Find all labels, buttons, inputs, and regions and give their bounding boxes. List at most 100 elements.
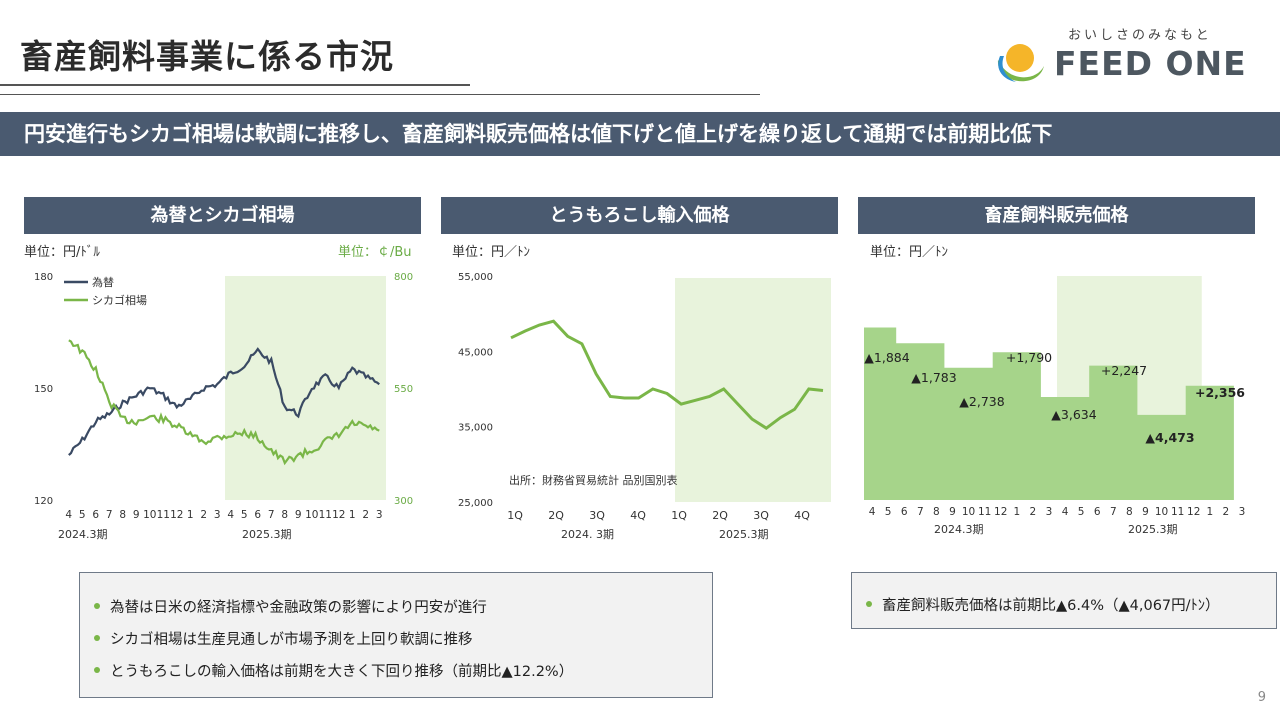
x-tick: 4 [65,509,72,521]
x-tick: 3 [376,509,383,521]
y-tick: 25,000 [458,498,493,509]
step-change-label: ▲2,738 [959,394,1004,409]
x-tick: 8 [281,509,288,521]
title-underline [0,84,470,86]
y-tick: 45,000 [458,347,493,358]
x-tick: 6 [1094,506,1101,518]
x-tick: 11 [157,509,170,521]
feed-price-step-bar [864,327,1234,500]
x-tick: 3 [1239,506,1246,518]
x-tick: 1 [187,509,194,521]
summary-banner: 円安進行もシカゴ相場は軟調に推移し、畜産飼料販売価格は値下げと値上げを繰り返して… [0,112,1280,156]
y-tick-left: 150 [34,384,53,395]
x-tick: 3 [1046,506,1053,518]
x-tick: 7 [106,509,113,521]
x-tick: 10 [962,506,975,518]
x-tick: 5 [885,506,892,518]
y-tick-right: 300 [394,496,413,507]
panel-title-corn: とうもろこし輸入価格 [441,197,838,234]
x-tick: 12 [332,509,345,521]
step-change-label: ▲4,473 [1145,430,1194,445]
logo-wordmark: FEED ONE [1054,44,1247,83]
step-change-label: ▲1,783 [911,370,956,385]
x-tick: 3Q [589,509,605,522]
x-tick: 8 [1126,506,1133,518]
x-tick: 5 [1078,506,1085,518]
note-item: 為替は日米の経済指標や金融政策の影響により円安が進行 [94,596,487,617]
y-tick-right: 550 [394,384,413,395]
step-change-label: +2,247 [1101,363,1147,378]
feed-unit: 単位：円／ﾄﾝ [870,245,949,260]
x-tick: 1 [1013,506,1020,518]
corn-shade-region [675,278,831,502]
notes-box-right: 畜産飼料販売価格は前期比▲6.4%（▲4,067円/ﾄﾝ） [851,572,1277,629]
x-tick: 1 [349,509,356,521]
bullet-icon [94,603,100,609]
x-tick: 9 [133,509,140,521]
x-tick: 5 [241,509,248,521]
note-text: 為替は日米の経済指標や金融政策の影響により円安が進行 [110,600,487,616]
x-tick: 12 [170,509,183,521]
series-line-chicago [68,339,380,466]
note-text: 畜産飼料販売価格は前期比▲6.4%（▲4,067円/ﾄﾝ） [882,598,1220,614]
x-tick: 12 [1187,506,1200,518]
corn-price-chart: 55,000 45,000 35,000 25,000 1Q 2Q 3Q 4Q 1Q 2Q 3Q 4… [458,272,831,541]
step-change-label: ▲3,634 [1051,407,1096,422]
legend-label-fx: 為替 [92,275,114,289]
y-tick: 35,000 [458,423,493,434]
step-change-label: +1,790 [1006,350,1052,365]
note-text: とうもろこしの輸入価格は前期を大きく下回り推移（前期比▲12.2%） [110,664,574,680]
period-label-fy2024: 2024.3期 [934,523,984,536]
logo-mark-icon [997,44,1044,82]
y-tick-right: 800 [394,272,413,283]
x-tick: 2Q [548,509,564,522]
legend-label-chicago: シカゴ相場 [92,293,147,307]
corn-unit: 単位：円／ﾄﾝ [452,245,531,260]
x-tick: 2Q [712,509,728,522]
panel-title-fx: 為替とシカゴ相場 [24,197,421,234]
x-tick: 9 [1142,506,1149,518]
x-tick: 1Q [507,509,523,522]
step-change-label: +2,356 [1195,385,1245,400]
x-tick: 12 [994,506,1007,518]
fx-unit-right: 単位：￠/Bu [338,245,412,260]
x-tick: 4Q [794,509,810,522]
x-tick: 7 [268,509,275,521]
period-label-fy2024: 2024. 3期 [561,528,614,541]
page-number: 9 [1257,690,1266,705]
y-tick-left: 120 [34,496,53,507]
x-tick: 1Q [671,509,687,522]
x-tick: 4 [1062,506,1069,518]
period-label-fy2025: 2025.3期 [1128,523,1178,536]
page-title: 畜産飼料事業に係る市況 [20,37,394,76]
data-source-note: 出所：財務省貿易統計 品別国別表 [509,473,678,487]
x-tick: 6 [92,509,99,521]
x-tick: 6 [254,509,261,521]
panel-title-feed: 畜産飼料販売価格 [858,197,1255,234]
x-tick: 11 [319,509,332,521]
note-item: シカゴ相場は生産見通しが市場予測を上回り軟調に推移 [94,628,473,649]
bullet-icon [94,635,100,641]
logo-tagline: おいしさのみなもと [1068,28,1212,43]
feed-price-chart: ▲1,884▲1,783▲2,738 +1,790 ▲3,634 +2,247 ▲4,4… [864,276,1246,536]
notes-box-left: 為替は日米の経済指標や金融政策の影響により円安が進行 シカゴ相場は生産見通しが市… [79,572,713,698]
period-label-fy2025: 2025.3期 [719,528,769,541]
x-tick: 4 [227,509,234,521]
note-text: シカゴ相場は生産見通しが市場予測を上回り軟調に推移 [110,632,473,648]
x-tick: 8 [933,506,940,518]
x-tick: 6 [901,506,908,518]
x-tick: 10 [305,509,318,521]
x-tick: 10 [1155,506,1168,518]
bullet-icon [94,667,100,673]
y-tick: 55,000 [458,272,493,283]
x-tick: 2 [362,509,369,521]
x-tick: 7 [917,506,924,518]
title-underline-thin [0,94,760,95]
note-item: 畜産飼料販売価格は前期比▲6.4%（▲4,067円/ﾄﾝ） [866,594,1220,615]
note-item: とうもろこしの輸入価格は前期を大きく下回り推移（前期比▲12.2%） [94,660,573,681]
x-tick: 11 [978,506,991,518]
step-change-label: ▲1,884 [864,350,909,365]
x-tick: 9 [295,509,302,521]
x-tick: 3Q [753,509,769,522]
